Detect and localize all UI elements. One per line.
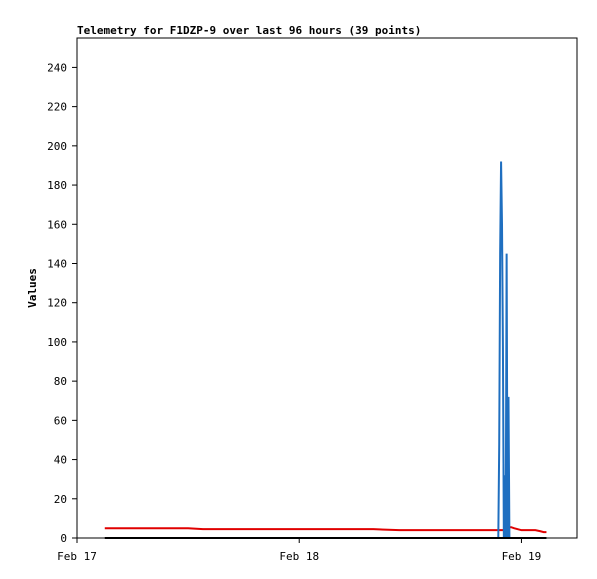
y-tick-label: 240	[47, 61, 67, 74]
chart-title: Telemetry for F1DZP-9 over last 96 hours…	[77, 24, 421, 37]
y-tick-label: 20	[54, 493, 67, 506]
y-tick-label: 60	[54, 414, 67, 427]
y-tick-label: 100	[47, 336, 67, 349]
x-tick-label: Feb 17	[57, 550, 97, 563]
y-tick-label: 40	[54, 454, 67, 467]
y-tick-label: 180	[47, 179, 67, 192]
y-tick-label: 140	[47, 257, 67, 270]
y-axis-label: Values	[26, 268, 39, 308]
y-tick-label: 0	[60, 532, 67, 545]
series-line	[104, 526, 547, 534]
y-tick-label: 220	[47, 101, 67, 114]
x-tick-label: Feb 19	[502, 550, 542, 563]
x-tick-label: Feb 18	[279, 550, 319, 563]
y-tick-label: 200	[47, 140, 67, 153]
y-tick-label: 120	[47, 297, 67, 310]
series-line	[497, 161, 511, 539]
y-tick-label: 80	[54, 375, 67, 388]
y-tick-label: 160	[47, 218, 67, 231]
